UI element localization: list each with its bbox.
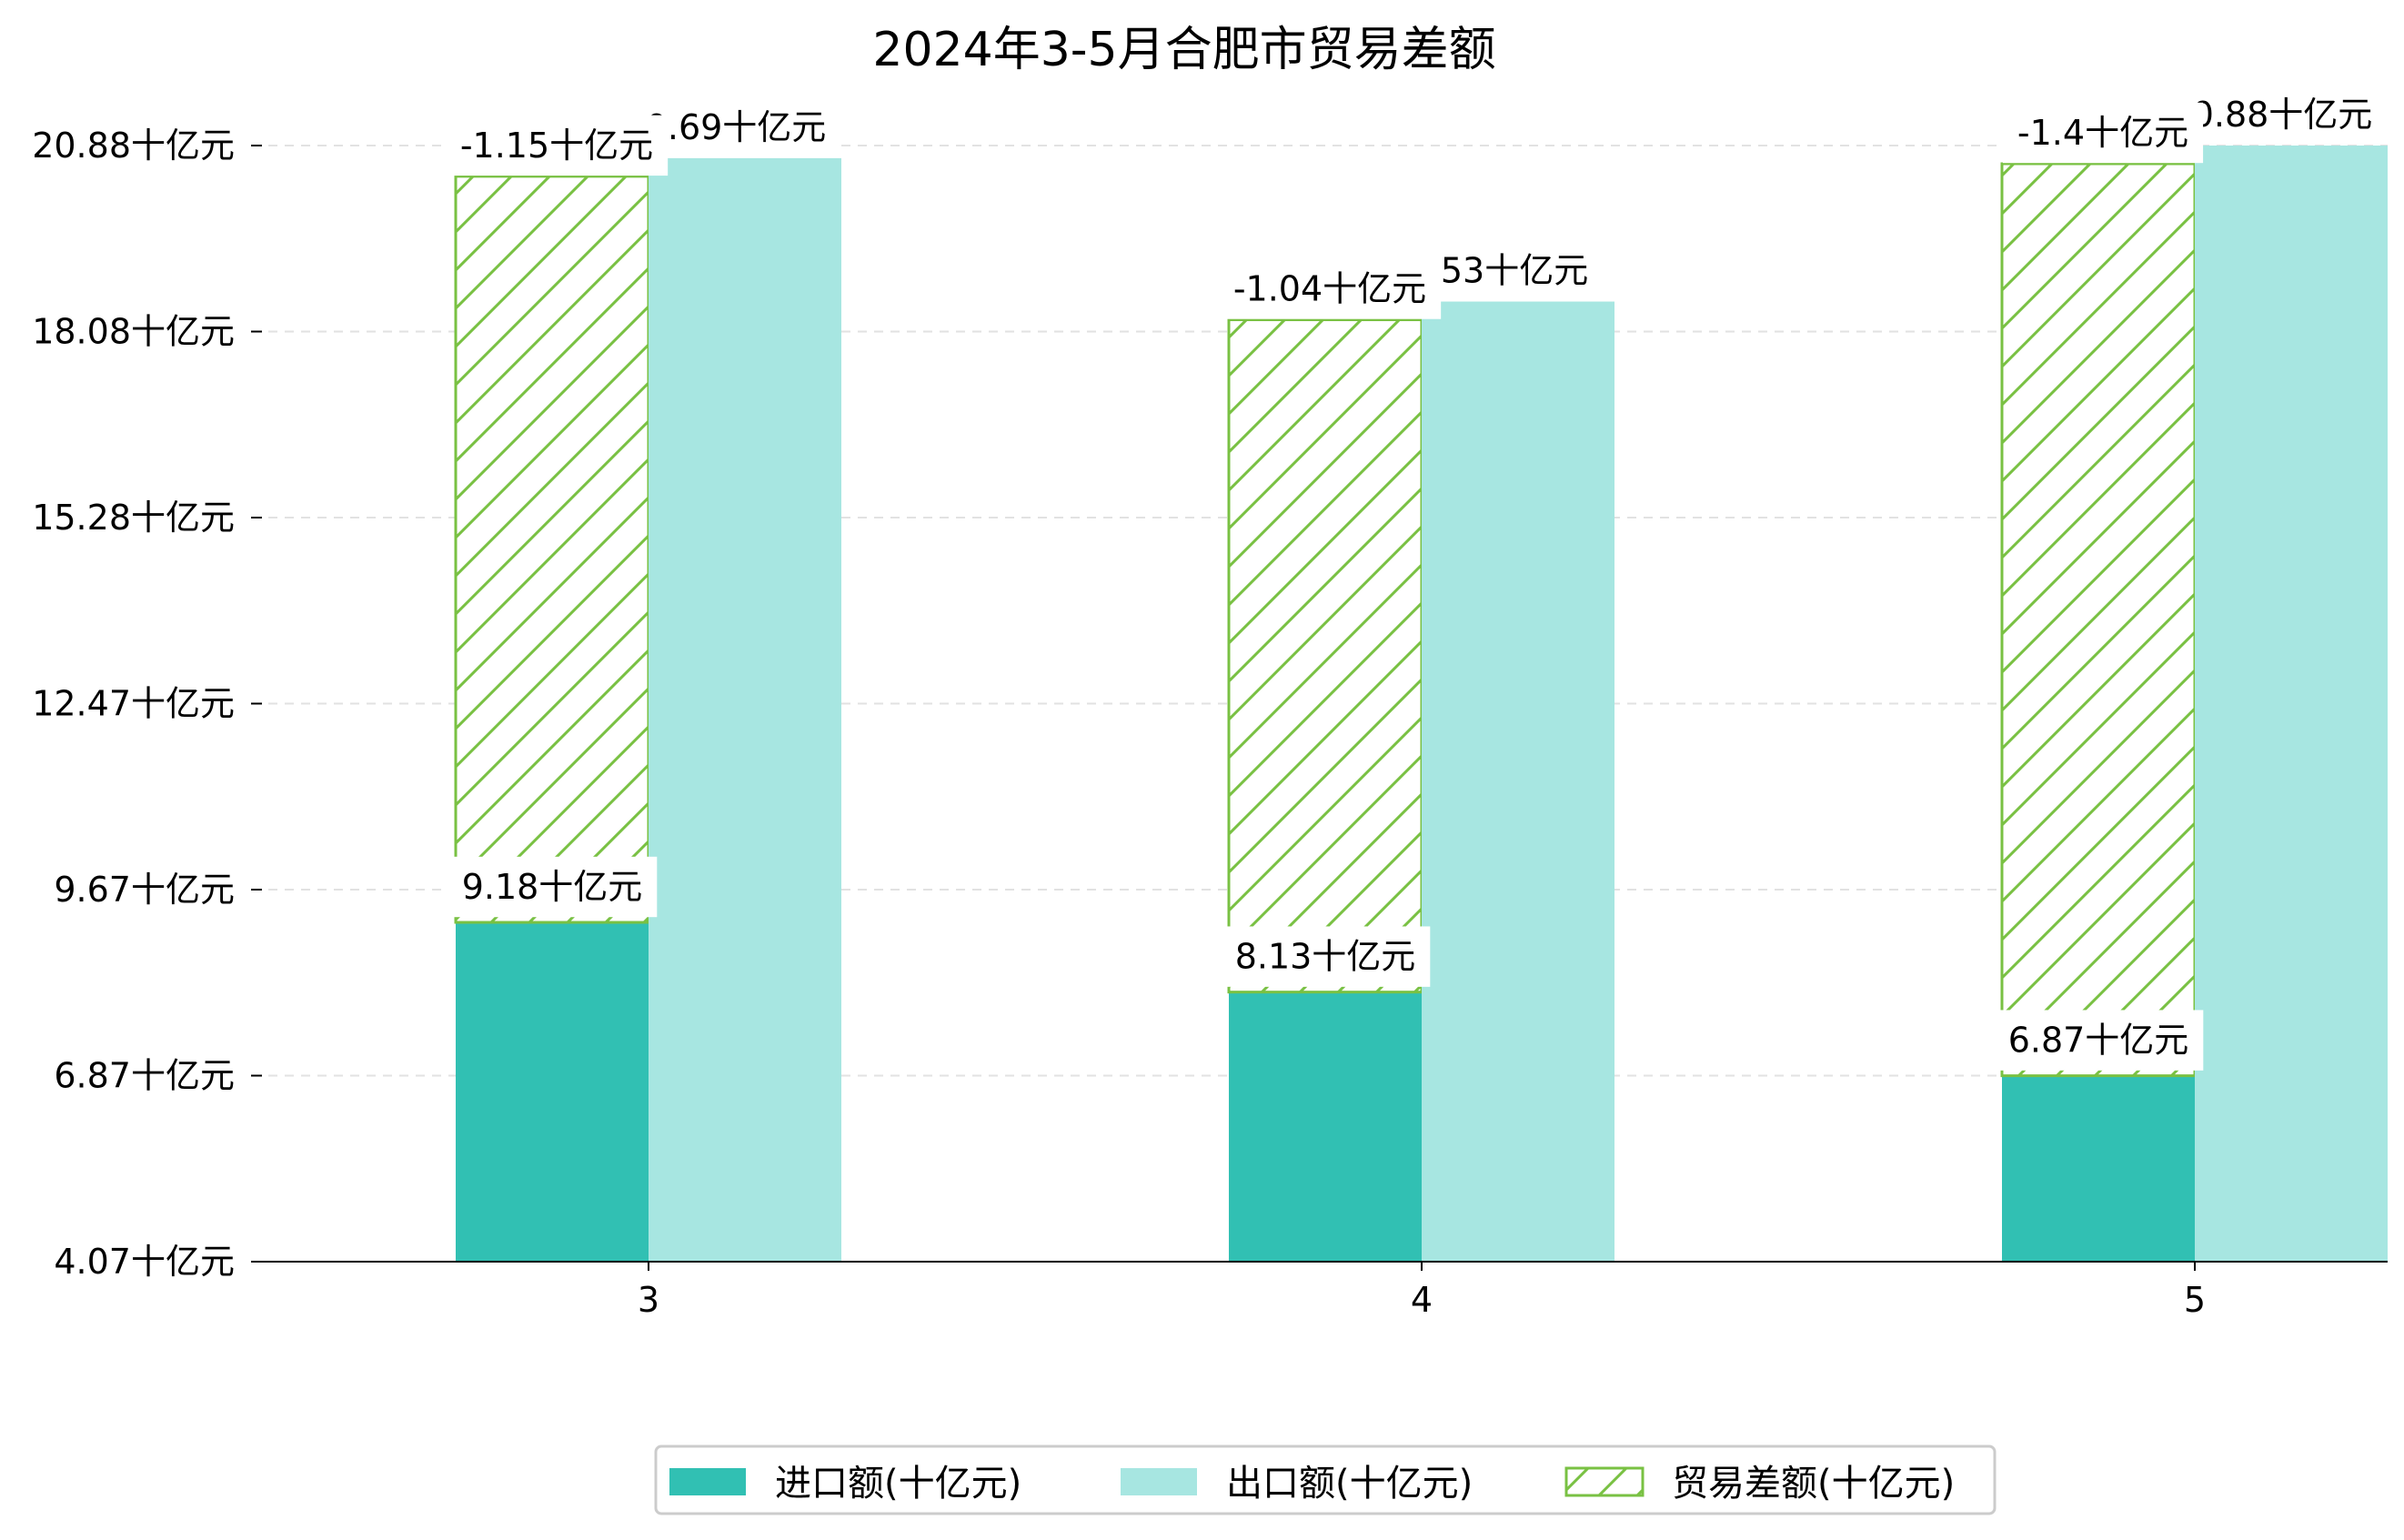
bar-import — [1229, 991, 1422, 1262]
data-label-box — [1220, 926, 1431, 987]
x-tick-label: 5 — [2184, 1280, 2206, 1320]
bar-trade-balance — [454, 175, 650, 924]
legend-label: 出口额(十亿元) — [1226, 1463, 1473, 1505]
axes: 4.07十亿元 6.87十亿元 9.67十亿元 12.47十亿元 15.28十亿元 18.… — [32, 126, 2388, 1320]
data-label-box — [1993, 1010, 2204, 1071]
bar-trade-balance — [1227, 318, 1423, 994]
bar-export — [1422, 301, 1614, 1262]
bar-trade-balance — [2000, 162, 2197, 1078]
bar-export — [649, 157, 841, 1262]
x-tick-label: 4 — [1411, 1280, 1433, 1320]
y-tick-label: 6.87十亿元 — [54, 1056, 235, 1096]
bar-export — [2195, 146, 2388, 1262]
data-labels: 9.18十亿元 0.69十亿元-1.15十亿元 8.13十亿元 .53十亿元-1.04… — [445, 86, 2384, 1071]
legend-label: 进口额(十亿元) — [775, 1463, 1021, 1505]
data-label: 9.18十亿元 — [462, 867, 643, 907]
x-tick-label: 3 — [638, 1280, 659, 1320]
bar-import — [2002, 1075, 2195, 1262]
legend-swatch-import — [669, 1468, 746, 1495]
data-label: 8.13十亿元 — [1235, 937, 1416, 977]
data-label-box — [634, 99, 838, 156]
chart-title: 2024年3-5月合肥市贸易差额 — [872, 23, 1495, 77]
data-label: -1.04十亿元 — [1233, 269, 1426, 309]
data-label: .53十亿元 — [1430, 251, 1588, 291]
data-label-box — [1218, 258, 1442, 319]
data-label-box — [1418, 243, 1600, 298]
legend-swatch-trade-balance — [1564, 1466, 1645, 1497]
data-label: 6.87十亿元 — [2008, 1021, 2189, 1061]
y-tick-label: 18.08十亿元 — [32, 312, 235, 352]
y-tick-label: 15.28十亿元 — [32, 498, 235, 538]
bar-import — [456, 922, 649, 1262]
data-label-box — [445, 115, 669, 176]
y-tick-label: 4.07十亿元 — [54, 1242, 235, 1282]
data-label: 0.69十亿元 — [646, 107, 827, 147]
y-tick-label: 9.67十亿元 — [54, 870, 235, 910]
data-label: -1.15十亿元 — [460, 126, 653, 166]
bars — [454, 146, 2388, 1262]
legend-box — [654, 1444, 1997, 1515]
legend-label: 贸易差额(十亿元) — [1672, 1463, 1955, 1505]
y-tick-label: 20.88十亿元 — [32, 126, 235, 166]
y-tick-label: 12.47十亿元 — [32, 684, 235, 724]
data-label: 0.88十亿元 — [2192, 95, 2373, 135]
legend-swatch-export — [1121, 1468, 1197, 1495]
data-label-box — [447, 856, 658, 918]
data-label-box — [2180, 86, 2384, 143]
legend: 进口额(十亿元) 出口额(十亿元) 贸易差额(十亿元) — [654, 1444, 1997, 1515]
data-label-box — [2002, 102, 2204, 164]
data-label: -1.4十亿元 — [2017, 113, 2188, 153]
